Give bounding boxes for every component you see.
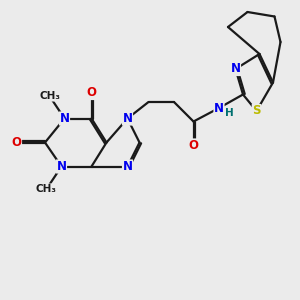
Text: O: O [86,86,97,100]
Text: S: S [252,104,261,118]
Text: CH₃: CH₃ [36,184,57,194]
Text: CH₃: CH₃ [39,91,60,101]
Text: N: N [56,160,67,173]
Text: N: N [230,62,241,76]
Text: O: O [188,139,199,152]
Text: O: O [11,136,22,149]
Text: N: N [214,101,224,115]
Text: N: N [122,160,133,173]
Text: H: H [225,107,234,118]
Text: N: N [59,112,70,125]
Text: N: N [122,112,133,125]
